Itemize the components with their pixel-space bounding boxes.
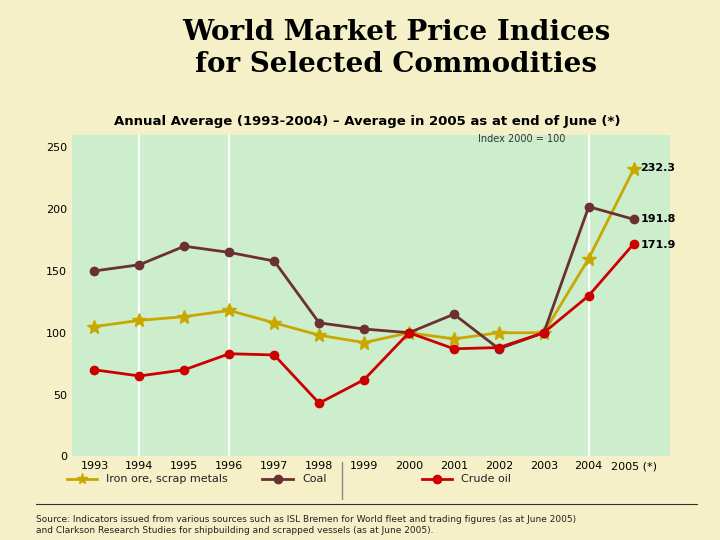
Iron ore, scrap metals: [539, 329, 548, 336]
Coal: [539, 329, 548, 336]
Iron ore, scrap metals: [225, 307, 233, 314]
Crude oil: [629, 241, 638, 247]
Text: World Market Price Indices
for Selected Commodities: World Market Price Indices for Selected …: [182, 19, 610, 78]
Text: Coal: Coal: [302, 474, 327, 484]
Coal: [135, 261, 144, 268]
Iron ore, scrap metals: [495, 329, 503, 336]
Coal: [629, 216, 638, 222]
Iron ore, scrap metals: [449, 336, 458, 342]
Crude oil: [225, 350, 233, 357]
Crude oil: [360, 376, 369, 383]
Coal: [225, 249, 233, 255]
Coal: [585, 204, 593, 210]
Crude oil: [449, 346, 458, 352]
Crude oil: [539, 329, 548, 336]
Crude oil: [90, 367, 99, 373]
Text: 191.8: 191.8: [640, 214, 676, 224]
Line: Iron ore, scrap metals: Iron ore, scrap metals: [88, 163, 641, 349]
Text: Index 2000 = 100: Index 2000 = 100: [477, 134, 565, 144]
Crude oil: [405, 329, 413, 336]
Crude oil: [270, 352, 279, 358]
Iron ore, scrap metals: [360, 339, 369, 346]
Iron ore, scrap metals: [135, 317, 144, 323]
Coal: [405, 329, 413, 336]
Crude oil: [135, 373, 144, 379]
Crude oil: [495, 345, 503, 351]
Text: Crude oil: Crude oil: [462, 474, 511, 484]
Coal: [90, 268, 99, 274]
Line: Coal: Coal: [90, 202, 638, 353]
Text: Iron ore, scrap metals: Iron ore, scrap metals: [107, 474, 228, 484]
Crude oil: [585, 292, 593, 299]
Line: Crude oil: Crude oil: [90, 240, 638, 407]
Text: 232.3: 232.3: [640, 163, 675, 173]
Crude oil: [180, 367, 189, 373]
Coal: [315, 320, 323, 326]
Coal: [495, 346, 503, 352]
Coal: [180, 243, 189, 249]
Crude oil: [315, 400, 323, 407]
Coal: [360, 326, 369, 332]
Iron ore, scrap metals: [629, 166, 638, 172]
Iron ore, scrap metals: [585, 255, 593, 262]
Iron ore, scrap metals: [90, 323, 99, 330]
Iron ore, scrap metals: [315, 332, 323, 339]
Iron ore, scrap metals: [270, 320, 279, 326]
Text: Annual Average (1993-2004) – Average in 2005 as at end of June (*): Annual Average (1993-2004) – Average in …: [114, 115, 621, 128]
Text: 171.9: 171.9: [640, 240, 676, 250]
Coal: [270, 258, 279, 264]
Iron ore, scrap metals: [180, 313, 189, 320]
Text: Source: Indicators issued from various sources such as ISL Bremen for World flee: Source: Indicators issued from various s…: [36, 515, 576, 535]
Coal: [449, 311, 458, 318]
Iron ore, scrap metals: [405, 329, 413, 336]
